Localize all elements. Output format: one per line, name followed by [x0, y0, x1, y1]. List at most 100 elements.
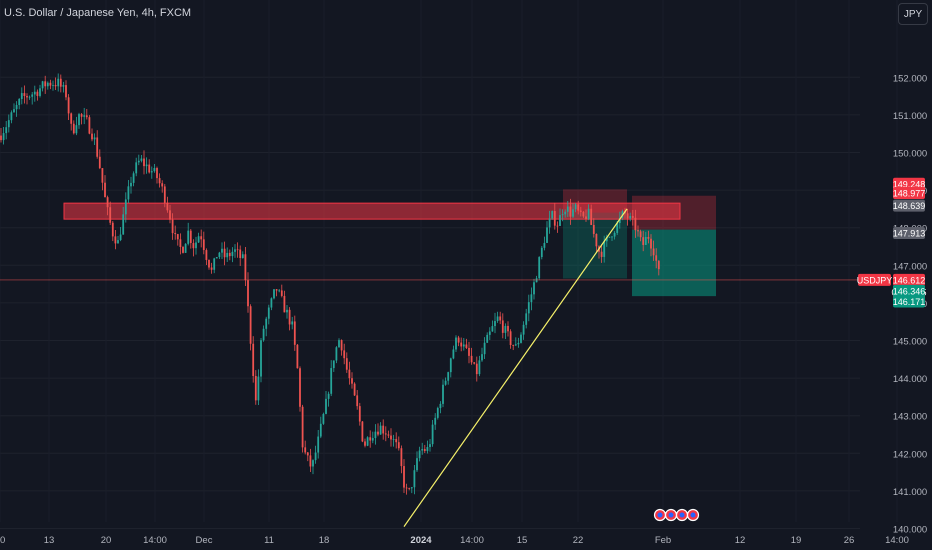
- candle: [530, 287, 533, 311]
- candle: [5, 120, 8, 140]
- short-position-reward[interactable]: [632, 229, 716, 297]
- price-tick-label: 145.000: [893, 337, 927, 348]
- candle-body: [561, 214, 564, 216]
- candle: [572, 203, 574, 218]
- economic-event-icon: [668, 512, 674, 518]
- candle-body: [265, 318, 268, 329]
- candle-body: [423, 449, 426, 451]
- currency-button[interactable]: JPY: [898, 3, 928, 25]
- candle-body: [405, 487, 408, 489]
- candle-body: [101, 168, 104, 183]
- candle: [582, 211, 585, 218]
- candle: [501, 313, 504, 339]
- candle-body: [104, 182, 106, 198]
- time-tick-label: 00: [0, 535, 5, 546]
- candle-body: [44, 81, 47, 87]
- candle: [28, 95, 31, 100]
- candle-body: [72, 123, 75, 134]
- candle: [475, 356, 478, 382]
- candle: [132, 171, 135, 187]
- candle: [332, 360, 335, 372]
- time-tick-label: 14:00: [143, 535, 167, 546]
- candle-body: [67, 97, 70, 114]
- candle: [57, 73, 60, 92]
- time-tick-label: 22: [573, 535, 584, 546]
- candle-body: [543, 242, 546, 248]
- candle-body: [140, 158, 143, 161]
- price-tick-label: 144.000: [893, 374, 927, 385]
- candle: [223, 241, 226, 266]
- candle-body: [551, 211, 554, 219]
- candle-body: [96, 137, 99, 157]
- candle-body: [98, 156, 101, 169]
- candle: [280, 284, 283, 298]
- candle: [23, 85, 26, 104]
- trendline[interactable]: [403, 208, 628, 527]
- candle-body: [434, 417, 437, 425]
- candle: [548, 210, 551, 234]
- candle: [226, 247, 229, 262]
- candle: [634, 209, 637, 238]
- candle-body: [283, 295, 286, 313]
- chart-drawings[interactable]: [63, 189, 716, 297]
- symbol-title[interactable]: U.S. Dollar / Japanese Yen, 4h, FXCM: [4, 7, 192, 19]
- candle: [117, 235, 119, 244]
- candle: [119, 226, 122, 242]
- economic-event-icon: [657, 512, 663, 518]
- price-tick-label: 140.000: [893, 525, 927, 536]
- candle: [72, 120, 75, 135]
- candle-body: [114, 236, 117, 244]
- time-tick-label: 14:00: [885, 535, 909, 546]
- candle: [182, 245, 184, 254]
- candle-body: [613, 232, 616, 237]
- candle-body: [384, 433, 387, 435]
- candle: [111, 221, 114, 242]
- candle-body: [496, 316, 499, 322]
- candle-body: [80, 114, 83, 117]
- candle-body: [650, 238, 652, 249]
- candle: [566, 200, 569, 217]
- candle-body: [533, 282, 535, 295]
- candle: [369, 430, 372, 448]
- candle-body: [572, 209, 574, 217]
- candle-body: [124, 199, 127, 215]
- candle-body: [252, 343, 255, 376]
- chart-overlay[interactable]: [0, 208, 860, 527]
- time-tick-label: 18: [319, 535, 330, 546]
- candle-body: [356, 395, 359, 407]
- candle-body: [429, 444, 431, 448]
- candle-body: [28, 96, 31, 98]
- candle-body: [639, 231, 642, 238]
- candle-body: [202, 239, 205, 251]
- candle-body: [213, 258, 216, 270]
- candle: [254, 370, 257, 405]
- candle-body: [85, 115, 88, 118]
- candle: [317, 429, 320, 459]
- price-tick-label: 151.000: [893, 111, 927, 122]
- candle-body: [535, 278, 538, 283]
- candle: [470, 347, 473, 365]
- candle: [189, 228, 192, 249]
- candle-body: [634, 217, 637, 231]
- candle-body: [514, 344, 517, 346]
- candle-body: [13, 109, 15, 113]
- candle-body: [343, 350, 346, 359]
- candle-body: [553, 211, 556, 226]
- stop_level-marker: [893, 186, 925, 199]
- candle-body: [49, 82, 52, 86]
- candle: [421, 442, 424, 455]
- candle-body: [408, 488, 411, 489]
- time-axis[interactable]: 00 13 20 14:00 Dec 11 18 2024 14:00 15 22 Feb 12 19 26…: [0, 535, 909, 546]
- candle-body: [387, 434, 390, 436]
- candle: [496, 311, 499, 323]
- candle: [70, 112, 73, 131]
- resistance-zone[interactable]: [63, 202, 681, 220]
- candle-body: [304, 447, 307, 453]
- candle-body: [195, 242, 197, 249]
- candle: [239, 245, 242, 266]
- candle-body: [642, 237, 645, 245]
- candle-body: [312, 460, 314, 467]
- candle-body: [465, 344, 468, 348]
- candle-body: [244, 254, 247, 281]
